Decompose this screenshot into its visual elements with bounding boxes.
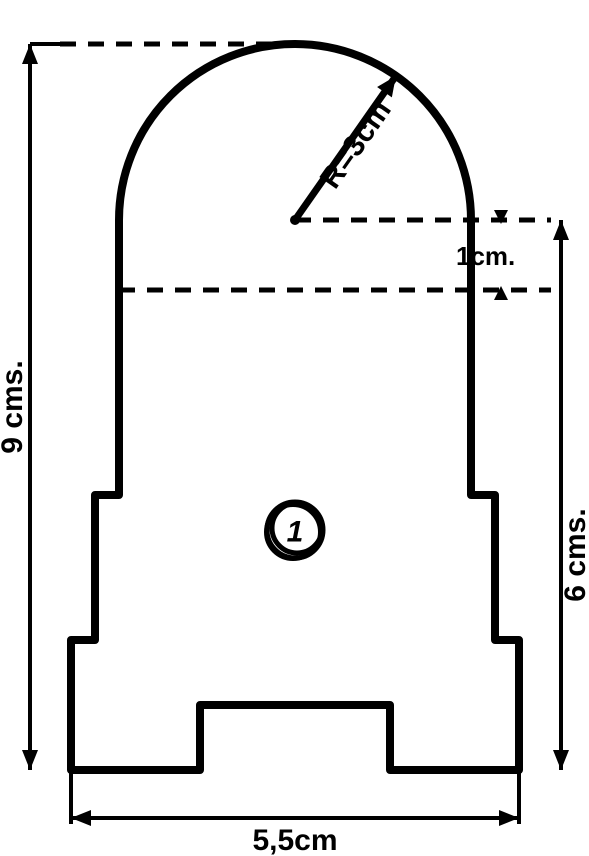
dim-bottom-width-label: 5,5cm — [252, 824, 337, 856]
technical-drawing: R=3cm 9 cms. 6 cms. 1cm. 5,5cm 1 — [0, 0, 589, 856]
dim-right-height: 6 cms. — [553, 220, 589, 770]
dim-gap: 1cm. — [456, 210, 515, 300]
part-outline — [71, 44, 519, 770]
dim-bottom-width: 5,5cm — [71, 810, 519, 856]
dim-total-height: 9 cms. — [0, 44, 38, 770]
radius-indicator: R=3cm — [290, 76, 398, 225]
dim-gap-label: 1cm. — [456, 241, 515, 271]
radius-label: R=3cm — [314, 94, 398, 194]
part-number-label: 1 — [287, 516, 304, 549]
dim-right-height-label: 6 cms. — [559, 508, 589, 601]
part-number-badge: 1 — [266, 502, 323, 559]
dim-total-height-label: 9 cms. — [0, 360, 29, 453]
